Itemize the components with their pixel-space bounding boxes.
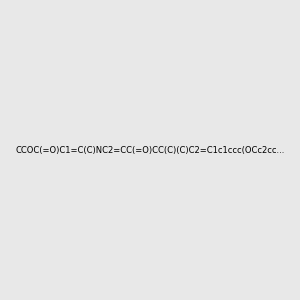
Text: CCOC(=O)C1=C(C)NC2=CC(=O)CC(C)(C)C2=C1c1ccc(OCc2cc...: CCOC(=O)C1=C(C)NC2=CC(=O)CC(C)(C)C2=C1c1… bbox=[15, 146, 285, 154]
